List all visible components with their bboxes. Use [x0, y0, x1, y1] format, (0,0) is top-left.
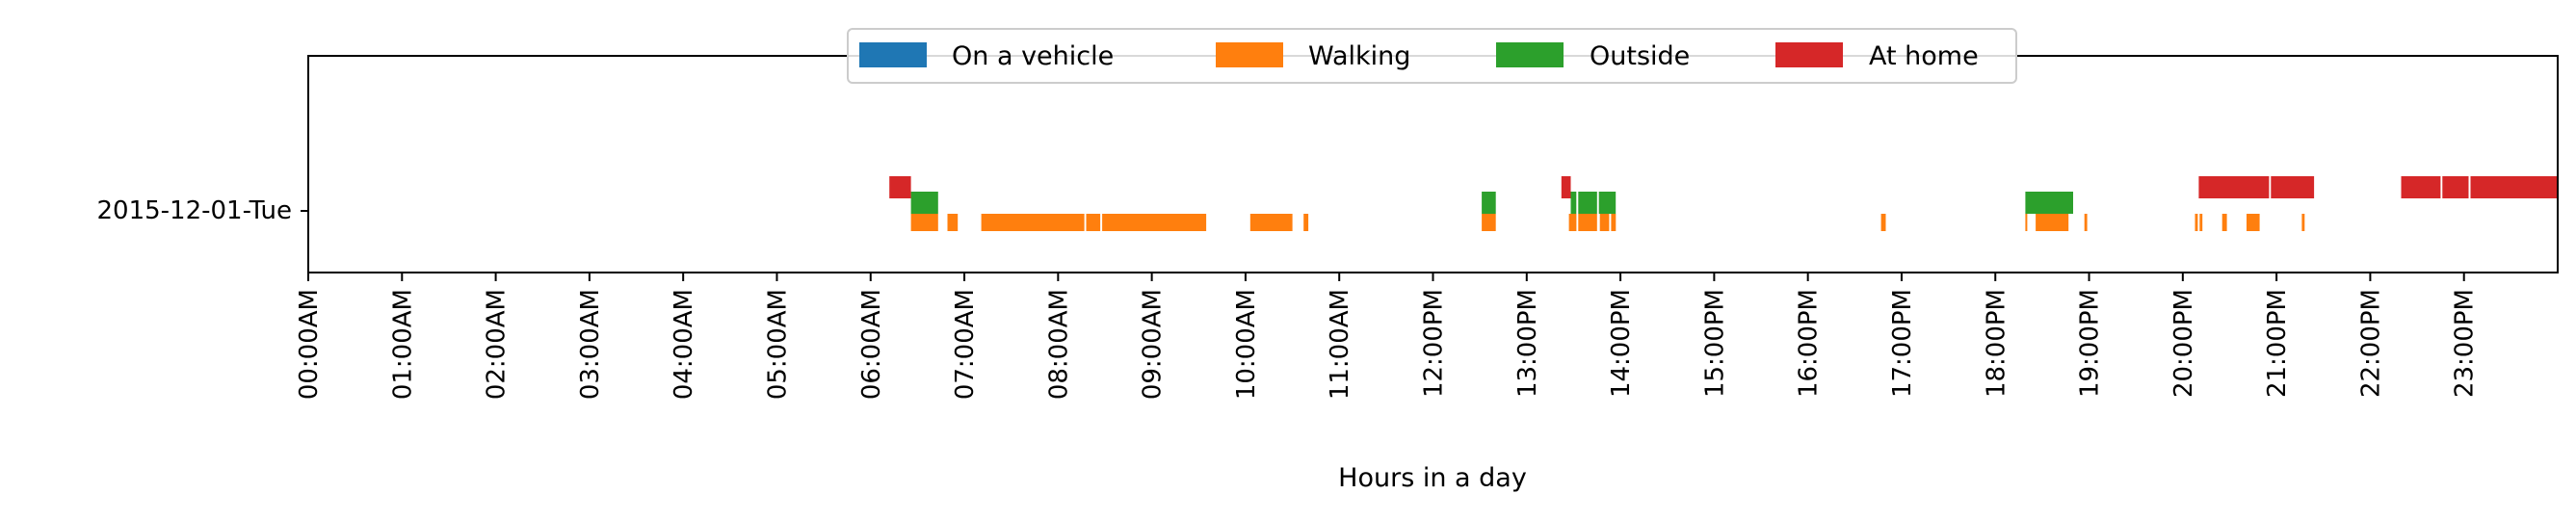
- segment-at-home-6: [2470, 176, 2558, 198]
- x-tick-label: 12:00PM: [1420, 289, 1449, 398]
- segment-walking-4: [1102, 214, 1207, 231]
- x-tick-label: 11:00AM: [1326, 289, 1354, 400]
- x-tick-label: 08:00AM: [1044, 289, 1073, 400]
- x-tick-label: 20:00PM: [2169, 289, 2198, 398]
- segment-outside-5: [2025, 192, 2073, 214]
- segment-walking-9: [1578, 214, 1597, 231]
- x-tick-label: 01:00AM: [388, 289, 417, 400]
- legend-label-walking: Walking: [1308, 41, 1410, 71]
- segment-outside-2: [1570, 192, 1577, 214]
- x-tick-label: 04:00AM: [670, 289, 698, 400]
- legend-swatch-on-a-vehicle: [859, 42, 927, 67]
- x-tick-label: 18:00PM: [1982, 289, 2011, 398]
- activity-segments: [889, 176, 2558, 231]
- plot-background: [308, 56, 2558, 273]
- segment-walking-8: [1568, 214, 1577, 231]
- segment-walking-11: [1611, 214, 1617, 231]
- x-tick-label: 22:00PM: [2356, 289, 2385, 398]
- x-tick-label: 23:00PM: [2451, 289, 2480, 398]
- segment-at-home-3: [2271, 176, 2315, 198]
- segment-walking-19: [2247, 214, 2260, 231]
- legend-swatch-walking: [1216, 42, 1283, 67]
- segment-walking-13: [2025, 214, 2028, 231]
- x-tick-label: 05:00AM: [763, 289, 792, 400]
- segment-outside-1: [1482, 192, 1496, 214]
- segment-walking-0: [910, 214, 938, 231]
- x-tick-label: 16:00PM: [1795, 289, 1824, 398]
- segment-walking-1: [947, 214, 959, 231]
- segment-walking-5: [1249, 214, 1293, 231]
- legend-swatch-outside: [1496, 42, 1564, 67]
- legend-frame: [847, 28, 2017, 84]
- x-axis-ticks: 00:00AM 01:00AM 02:00AM 03:00AM 04:00AM 05:00…: [295, 273, 2480, 400]
- segment-at-home-1: [1561, 176, 1571, 198]
- legend-label-outside: Outside: [1590, 41, 1690, 71]
- x-tick-label: 09:00AM: [1139, 289, 1168, 400]
- segment-walking-16: [2195, 214, 2198, 231]
- x-tick-label: 06:00AM: [857, 289, 886, 400]
- x-tick-label: 21:00PM: [2263, 289, 2292, 398]
- x-tick-label: 19:00PM: [2076, 289, 2105, 398]
- x-axis-label: Hours in a day: [1338, 463, 1527, 493]
- segment-outside-0: [910, 192, 938, 214]
- segment-walking-7: [1482, 214, 1496, 231]
- segment-walking-20: [2301, 214, 2305, 231]
- segment-at-home-0: [889, 176, 911, 198]
- x-tick-label: 00:00AM: [295, 289, 324, 400]
- x-tick-label: 10:00AM: [1232, 289, 1261, 400]
- legend-label-at-home: At home: [1869, 41, 1979, 71]
- segment-walking-15: [2084, 214, 2088, 231]
- segment-outside-3: [1578, 192, 1597, 214]
- x-tick-label: 07:00AM: [951, 289, 980, 400]
- segment-walking-14: [2036, 214, 2069, 231]
- y-tick-label-day: 2015-12-01-Tue: [96, 196, 292, 225]
- segment-walking-10: [1599, 214, 1610, 231]
- x-tick-label: 02:00AM: [483, 289, 512, 400]
- legend: On a vehicle Walking Outside At home: [847, 28, 2017, 84]
- segment-walking-2: [981, 214, 1085, 231]
- segment-walking-12: [1880, 214, 1886, 231]
- segment-at-home-5: [2442, 176, 2469, 198]
- x-tick-label: 15:00PM: [1700, 289, 1729, 398]
- segment-at-home-2: [2198, 176, 2270, 198]
- segment-walking-3: [1086, 214, 1101, 231]
- x-tick-label: 17:00PM: [1888, 289, 1917, 398]
- segment-walking-17: [2199, 214, 2203, 231]
- legend-label-on-a-vehicle: On a vehicle: [952, 41, 1114, 71]
- segment-at-home-4: [2401, 176, 2441, 198]
- segment-outside-4: [1598, 192, 1617, 214]
- segment-walking-6: [1303, 214, 1309, 231]
- x-tick-label: 13:00PM: [1513, 289, 1542, 398]
- x-tick-label: 03:00AM: [576, 289, 605, 400]
- legend-swatch-at-home: [1775, 42, 1843, 67]
- segment-walking-18: [2221, 214, 2227, 231]
- x-tick-label: 14:00PM: [1607, 289, 1636, 398]
